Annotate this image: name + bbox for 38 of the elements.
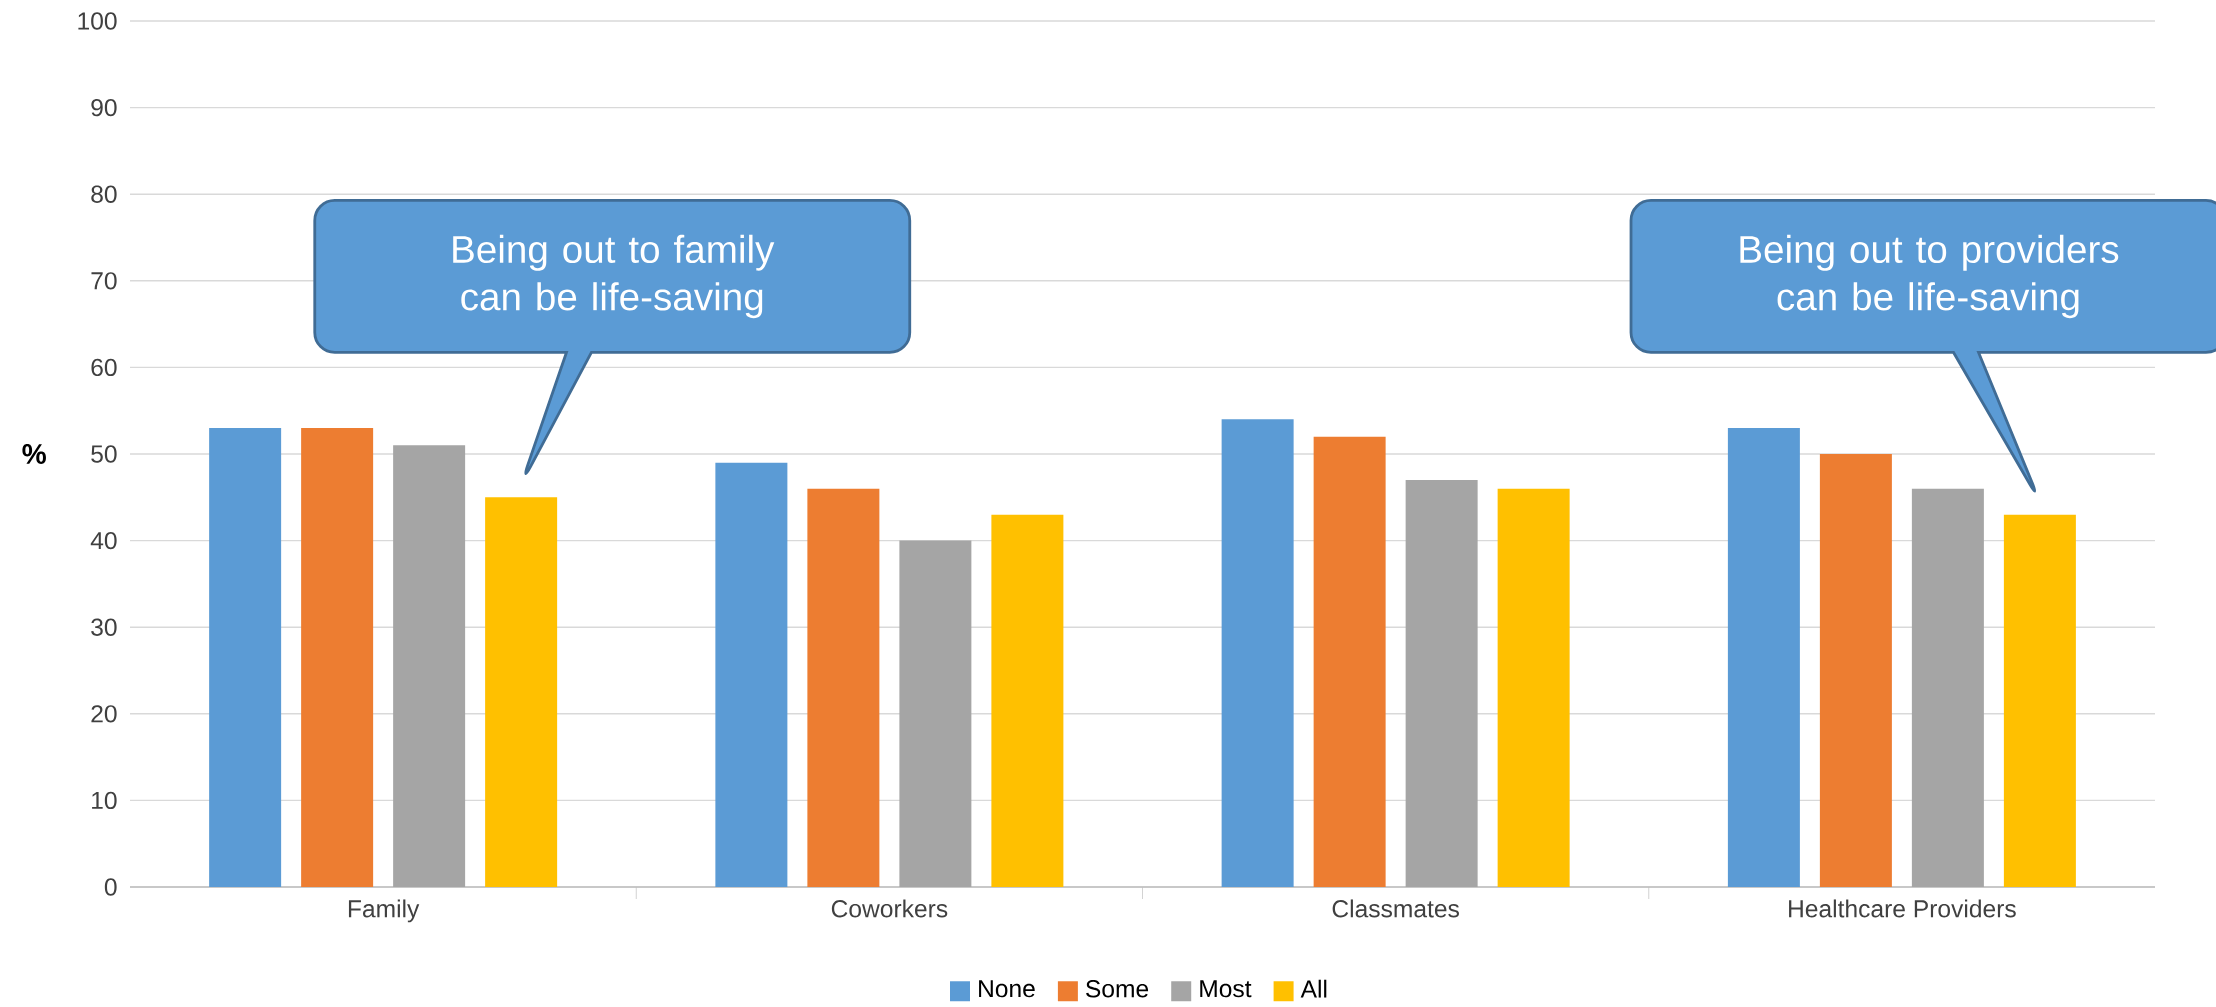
annotation: Being out to family can be life-saving [453, 234, 775, 319]
y-tick-label: 10 [92, 791, 117, 810]
bar [2003, 514, 2076, 887]
y-tick-label: 0 [104, 878, 117, 896]
bar [1727, 428, 1800, 887]
y-tick-label: 70 [91, 272, 117, 290]
y-tick-label: 40 [90, 531, 117, 550]
x-tick-label: Family [348, 899, 420, 923]
x-tick-label: Classmates [1332, 899, 1459, 918]
y-tick-label: 60 [91, 358, 117, 377]
annotation: Being out to providers can be life-saving [1740, 234, 2119, 319]
bar [1313, 436, 1386, 887]
bar [991, 514, 1064, 887]
x-tick-label: Coworkers [831, 899, 948, 918]
y-tick-label: 30 [91, 618, 117, 636]
legend-label: Some [1086, 980, 1149, 998]
y-tick-label: 80 [91, 185, 117, 203]
bar [1819, 454, 1892, 887]
bar [485, 497, 558, 887]
y-tick-label: 90 [91, 98, 117, 117]
y-tick-label: 50 [91, 445, 117, 463]
x-tick-label: Healthcare Providers [1789, 899, 2016, 918]
bar [1221, 419, 1294, 887]
y-tick-label: 100 [78, 12, 117, 30]
bar [715, 462, 788, 887]
y-tick-label: 20 [91, 705, 117, 723]
legend-label: None [979, 980, 1035, 998]
bar [393, 445, 466, 887]
bar [301, 428, 374, 887]
bar [1911, 488, 1984, 887]
bar [209, 428, 282, 887]
bar [899, 540, 972, 887]
bar [807, 488, 880, 887]
y-axis-title: % [22, 444, 46, 464]
legend-label: All [1300, 979, 1327, 998]
bar [1497, 488, 1570, 887]
legend-label: Most [1200, 980, 1252, 998]
bar [1405, 479, 1478, 887]
